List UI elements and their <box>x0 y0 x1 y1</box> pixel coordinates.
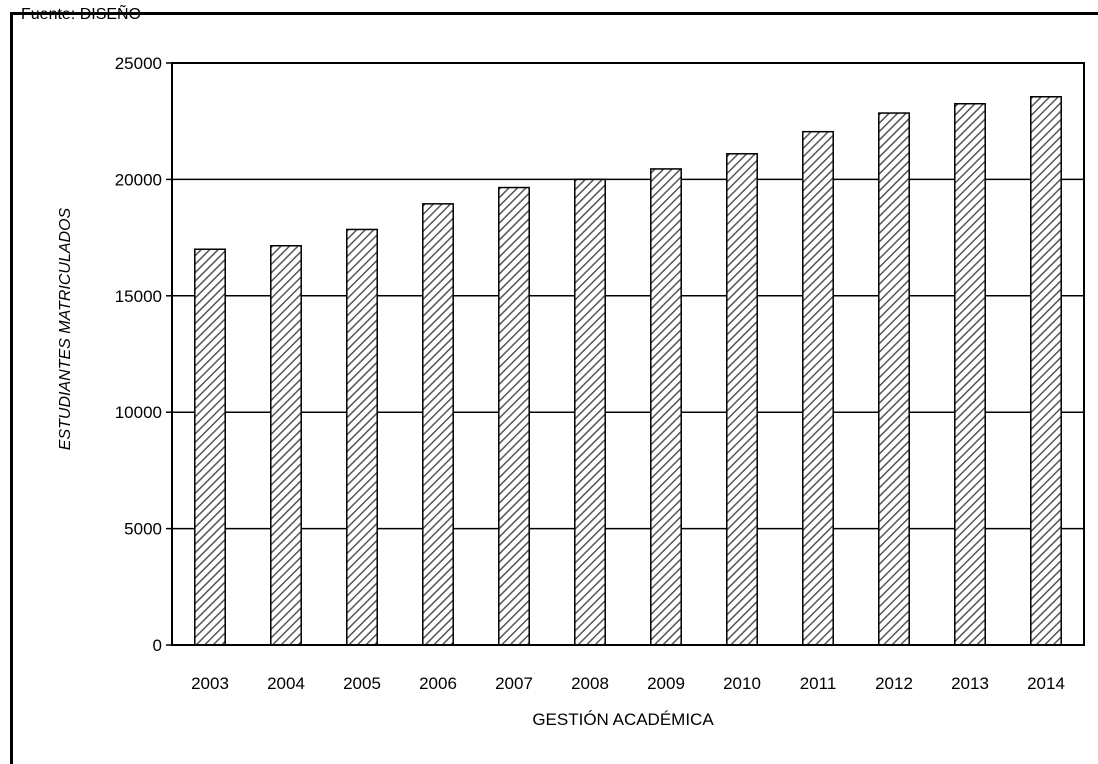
y-tick-label: 15000 <box>115 287 162 306</box>
x-tick-label: 2007 <box>495 674 533 693</box>
bar-2014 <box>1030 96 1062 646</box>
header-fragment: Fuente: DISEÑO <box>21 6 142 23</box>
y-tick-label: 10000 <box>115 403 162 422</box>
bar-2012 <box>878 112 910 646</box>
y-tick-label: 20000 <box>115 170 162 189</box>
bar-2003 <box>194 248 226 646</box>
plot-area-border <box>171 62 1085 646</box>
bar-2011 <box>802 130 834 646</box>
x-tick-label: 2005 <box>343 674 381 693</box>
y-tick-labels: 0 5000 10000 15000 20000 25000 <box>115 54 162 655</box>
bar-2006 <box>422 203 454 646</box>
x-tick-label: 2011 <box>800 674 837 693</box>
x-tick-label: 2014 <box>1027 674 1065 693</box>
bar-2004 <box>270 244 302 646</box>
x-tick-label: 2008 <box>571 674 609 693</box>
y-axis-label: ESTUDIANTES MATRICULADOS <box>57 207 74 450</box>
bar-2009 <box>650 168 682 646</box>
y-tick-label: 5000 <box>124 520 162 539</box>
x-tick-label: 2009 <box>647 674 685 693</box>
bar-2010 <box>726 153 758 646</box>
x-tick-label: 2012 <box>875 674 913 693</box>
gridlines <box>166 62 1084 646</box>
x-tick-label: 2006 <box>419 674 457 693</box>
bar-2008 <box>574 178 606 646</box>
x-tick-label: 2010 <box>723 674 761 693</box>
x-tick-labels: 2003 2004 2005 2006 2007 2008 2009 2010 2011 2012… <box>191 674 1065 693</box>
bar-2005 <box>346 228 378 646</box>
y-tick-label: 25000 <box>115 54 162 73</box>
x-tick-label: 2004 <box>267 674 305 693</box>
x-tick-label: 2003 <box>191 674 229 693</box>
x-axis-label: GESTIÓN ACADÉMICA <box>532 710 714 729</box>
bar-2013 <box>954 102 986 646</box>
y-tick-label: 0 <box>153 636 162 655</box>
chart-frame: Fuente: DISEÑO <box>10 6 1098 764</box>
x-tick-label: 2013 <box>951 674 989 693</box>
bar-2007 <box>498 186 530 646</box>
